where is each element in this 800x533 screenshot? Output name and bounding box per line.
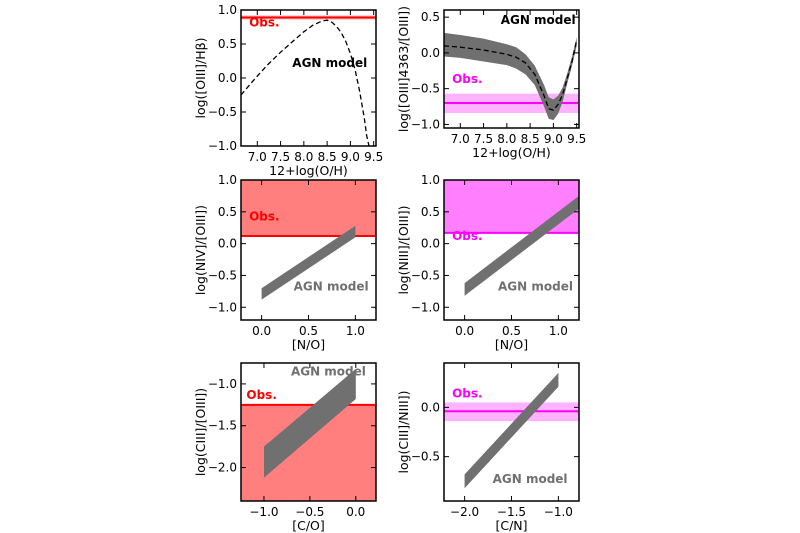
y-axis-label: log([OIII]/Hβ)	[193, 37, 208, 118]
y-tick-label: −1.5	[208, 419, 237, 433]
x-axis-label: [C/N]	[495, 518, 527, 533]
x-tick-label: 9.0	[341, 150, 360, 164]
x-tick-label: −2.0	[450, 505, 479, 519]
model-label: AGN model	[501, 13, 576, 27]
x-tick-label: 7.5	[271, 150, 290, 164]
x-tick-label: −1.0	[249, 505, 278, 519]
obs-label: Obs.	[246, 388, 277, 402]
model-label: AGN model	[498, 280, 573, 294]
y-tick-label: 0.0	[218, 71, 237, 85]
x-tick-label: 1.0	[549, 324, 568, 338]
model-band	[464, 195, 579, 296]
panel-6: −2.0 −1.5 −1.0 −0.5 0.0 [C/N] log(CIII]/NIII])…	[396, 362, 580, 533]
y-tick-label: 0.0	[421, 400, 440, 414]
model-band	[464, 372, 559, 489]
model-line	[241, 19, 370, 146]
x-tick-label: 7.0	[451, 132, 470, 146]
panel-5: −1.0 −0.5 0.0 −2.0 −1.5 −1.0 [C/O] log(CIII]/[O…	[193, 362, 377, 533]
obs-label: Obs.	[249, 210, 280, 224]
y-tick-label: −1.0	[411, 300, 440, 314]
x-tick-label: 1.0	[346, 324, 365, 338]
y-tick-label: −2.0	[208, 461, 237, 475]
x-tick-label: 0.0	[455, 324, 474, 338]
model-band	[444, 32, 577, 121]
y-tick-label: −0.5	[411, 450, 440, 464]
plot-area	[444, 180, 579, 296]
model-label: AGN model	[291, 364, 366, 378]
x-axis-label: 12+log(O/H)	[472, 145, 551, 160]
plot-area	[241, 180, 376, 300]
y-axis-label: log(NIII]/[OIII])	[396, 206, 411, 295]
plot-area	[444, 32, 579, 121]
y-tick-label: 1.0	[421, 173, 440, 187]
panel-1: 7.0 7.5 8.0 8.5 9.0 9.5 −1.0 −0.5 0.0 0.5 1.0 12+lo…	[193, 3, 383, 178]
y-tick-label: −0.5	[208, 268, 237, 282]
panel-frame	[240, 9, 377, 147]
y-tick-label: −0.5	[411, 268, 440, 282]
x-axis-label: [C/O]	[292, 518, 325, 533]
x-tick-label: 8.0	[497, 132, 516, 146]
obs-label: Obs.	[452, 387, 483, 401]
panel-2: 7.0 7.5 8.0 8.5 9.0 9.5 −1.0 −0.5 0.0 0.5 12+log(O…	[396, 6, 586, 160]
model-band	[264, 368, 356, 478]
x-tick-label: −0.5	[295, 505, 324, 519]
y-tick-label: 0.5	[421, 10, 440, 24]
panel-4: 0.0 0.5 1.0 −1.0 −0.5 0.0 0.5 1.0 [N/O] log(NIII]…	[396, 173, 580, 352]
x-tick-label: −1.0	[544, 505, 573, 519]
plot-area	[444, 372, 579, 489]
x-tick-label: 0.5	[502, 324, 521, 338]
panel-frame	[443, 9, 580, 129]
y-tick-label: 0.0	[421, 46, 440, 60]
x-tick-label: 7.0	[248, 150, 267, 164]
y-tick-label: 0.0	[421, 237, 440, 251]
y-axis-label: log(CIII]/[OIII])	[193, 388, 208, 476]
y-tick-label: −0.5	[411, 82, 440, 96]
obs-label: Obs.	[249, 15, 280, 29]
x-tick-label: 8.5	[521, 132, 540, 146]
panel-3: 0.0 0.5 1.0 −1.0 −0.5 0.0 0.5 1.0 [N/O] log(NIV]/…	[193, 173, 377, 352]
obs-label: Obs.	[452, 229, 483, 243]
plot-area	[241, 15, 376, 146]
y-axis-label: log(NIV]/[OIII])	[193, 205, 208, 295]
y-tick-label: 0.5	[421, 205, 440, 219]
y-tick-label: −1.0	[208, 139, 237, 153]
obs-region	[444, 180, 579, 233]
x-tick-label: −1.5	[497, 505, 526, 519]
x-tick-label: 9.0	[544, 132, 563, 146]
y-tick-label: −1.0	[208, 300, 237, 314]
x-tick-label: 9.5	[364, 150, 383, 164]
x-tick-label: 0.0	[346, 505, 365, 519]
x-axis-label: [N/O]	[292, 337, 325, 352]
x-axis-label: 12+log(O/H)	[269, 163, 348, 178]
x-tick-label: 0.0	[252, 324, 271, 338]
plot-area	[241, 368, 376, 501]
y-tick-label: 1.0	[218, 173, 237, 187]
model-band	[261, 225, 356, 300]
model-line	[444, 39, 578, 111]
y-tick-label: 0.0	[218, 237, 237, 251]
y-axis-label: log(CIII]/NIII])	[396, 391, 411, 474]
y-tick-label: 0.5	[218, 205, 237, 219]
x-tick-label: 7.5	[474, 132, 493, 146]
obs-label: Obs.	[452, 72, 483, 86]
x-tick-label: 8.0	[294, 150, 313, 164]
x-tick-label: 0.5	[299, 324, 318, 338]
panel-frame	[240, 362, 377, 502]
obs-region	[241, 180, 376, 236]
x-tick-label: 8.5	[318, 150, 337, 164]
y-tick-label: −1.0	[208, 377, 237, 391]
model-label: AGN model	[294, 280, 369, 294]
y-tick-label: −0.5	[208, 105, 237, 119]
y-tick-label: 1.0	[218, 3, 237, 17]
y-tick-label: −1.0	[411, 117, 440, 131]
y-tick-label: 0.5	[218, 37, 237, 51]
x-axis-label: [N/O]	[495, 337, 528, 352]
model-label: AGN model	[493, 472, 568, 486]
x-tick-label: 9.5	[567, 132, 586, 146]
y-axis-label: log([OIII]4363/[OIII])	[396, 6, 411, 132]
model-label: AGN model	[292, 56, 367, 70]
